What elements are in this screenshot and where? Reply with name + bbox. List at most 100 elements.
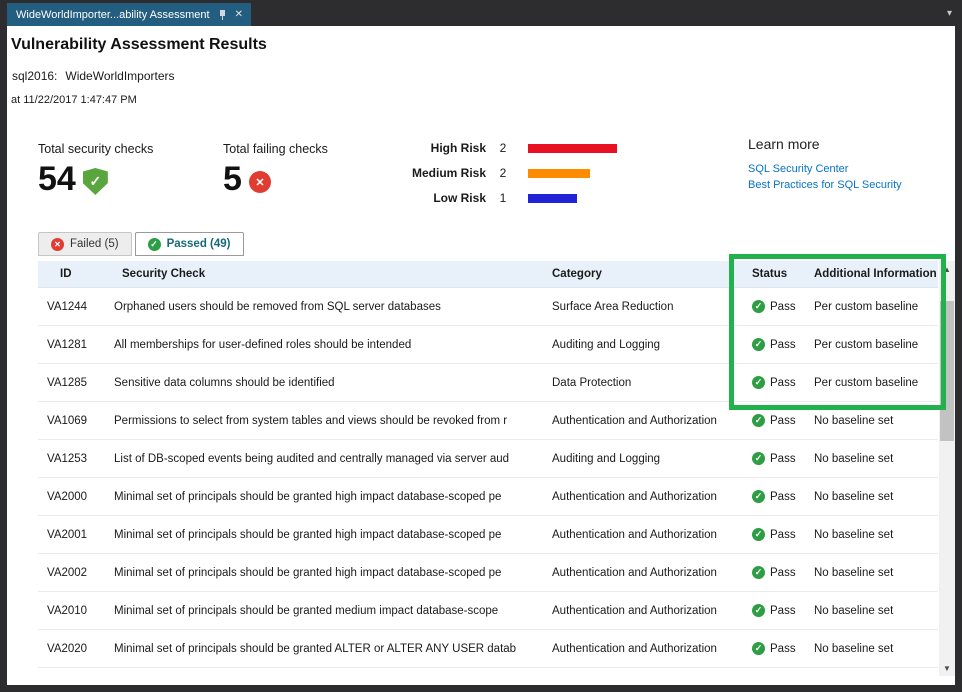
- high-risk-bar: [528, 143, 617, 153]
- medium-risk-bar: [528, 168, 590, 178]
- low-risk-bar: [528, 193, 577, 203]
- table-row[interactable]: VA1244 Orphaned users should be removed …: [38, 288, 938, 326]
- pass-check-circle-icon: [752, 528, 765, 541]
- row-security-check: Minimal set of principals should be gran…: [114, 642, 517, 655]
- row-status: Pass: [744, 528, 806, 541]
- row-category: Authentication and Authorization: [552, 642, 717, 655]
- table-row[interactable]: VA2010 Minimal set of principals should …: [38, 592, 938, 630]
- row-category: Surface Area Reduction: [552, 300, 674, 313]
- table-header-row: ID Security Check Category Status Additi…: [38, 261, 938, 288]
- server-line: sql2016: WideWorldImporters: [12, 69, 175, 83]
- row-status-text: Pass: [770, 376, 796, 389]
- row-status-text: Pass: [770, 566, 796, 579]
- scrollbar-thumb[interactable]: [940, 301, 954, 441]
- row-security-check: Orphaned users should be removed from SQ…: [114, 300, 441, 313]
- row-id: VA1285: [47, 376, 88, 389]
- row-id: VA1244: [47, 300, 88, 313]
- learn-more-section: Learn more SQL Security Center Best Prac…: [748, 136, 902, 191]
- column-header-additional-information: Additional Information: [814, 268, 937, 280]
- column-header-security-check: Security Check: [122, 268, 206, 280]
- row-status: Pass: [744, 566, 806, 579]
- best-practices-link[interactable]: Best Practices for SQL Security: [748, 179, 902, 191]
- shield-check-icon: [82, 168, 108, 195]
- row-status: Pass: [744, 642, 806, 655]
- page-title: Vulnerability Assessment Results: [11, 36, 267, 53]
- medium-risk-count: 2: [499, 166, 507, 180]
- column-header-status: Status: [752, 268, 788, 280]
- high-risk-label: High Risk: [430, 141, 486, 155]
- tab-failed[interactable]: Failed (5): [38, 232, 132, 256]
- row-status: Pass: [744, 338, 806, 351]
- total-failing-checks-label: Total failing checks: [223, 142, 328, 156]
- row-additional-info: Per custom baseline: [814, 376, 919, 389]
- row-category: Auditing and Logging: [552, 338, 661, 351]
- row-security-check: Sensitive data columns should be identif…: [114, 376, 335, 389]
- row-id: VA2000: [47, 490, 88, 503]
- row-additional-info: No baseline set: [814, 642, 894, 655]
- row-status-text: Pass: [770, 490, 796, 503]
- row-category: Authentication and Authorization: [552, 414, 717, 427]
- row-id: VA2002: [47, 566, 88, 579]
- table-row[interactable]: VA1069 Permissions to select from system…: [38, 402, 938, 440]
- table-row[interactable]: VA2020 Minimal set of principals should …: [38, 630, 938, 668]
- pass-check-circle-icon: [752, 338, 765, 351]
- scan-timestamp: at 11/22/2017 1:47:47 PM: [11, 94, 137, 106]
- tab-passed-label: Passed (49): [166, 238, 231, 250]
- pin-icon[interactable]: [218, 9, 227, 21]
- row-id: VA2001: [47, 528, 88, 541]
- high-risk-row: High Risk 2: [402, 140, 617, 156]
- row-status-text: Pass: [770, 452, 796, 465]
- table-row[interactable]: VA2000 Minimal set of principals should …: [38, 478, 938, 516]
- passed-check-circle-icon: [147, 237, 161, 251]
- total-security-checks-metric: Total security checks 54: [38, 142, 153, 199]
- learn-more-title: Learn more: [748, 136, 820, 152]
- row-category: Auditing and Logging: [552, 452, 661, 465]
- total-security-checks-value: 54: [38, 160, 76, 198]
- medium-risk-row: Medium Risk 2: [402, 165, 617, 181]
- pass-check-circle-icon: [752, 452, 765, 465]
- row-additional-info: No baseline set: [814, 452, 894, 465]
- document-tab[interactable]: WideWorldImporter...ability Assessment: [7, 3, 251, 26]
- pass-check-circle-icon: [752, 642, 765, 655]
- tab-passed[interactable]: Passed (49): [134, 232, 244, 256]
- close-icon[interactable]: [235, 9, 243, 20]
- row-status-text: Pass: [770, 338, 796, 351]
- table-row[interactable]: VA2001 Minimal set of principals should …: [38, 516, 938, 554]
- table-row[interactable]: VA2002 Minimal set of principals should …: [38, 554, 938, 592]
- tab-failed-label: Failed (5): [70, 238, 119, 250]
- row-status-text: Pass: [770, 604, 796, 617]
- high-risk-count: 2: [499, 141, 507, 155]
- row-status: Pass: [744, 376, 806, 389]
- table-row[interactable]: VA1281 All memberships for user-defined …: [38, 326, 938, 364]
- row-additional-info: No baseline set: [814, 528, 894, 541]
- server-name: sql2016:: [12, 69, 58, 83]
- table-row[interactable]: VA1253 List of DB-scoped events being au…: [38, 440, 938, 478]
- row-status: Pass: [744, 300, 806, 313]
- scroll-down-icon[interactable]: [939, 660, 955, 676]
- x-circle-icon: [248, 171, 271, 193]
- row-category: Authentication and Authorization: [552, 604, 717, 617]
- document-tab-title: WideWorldImporter...ability Assessment: [16, 8, 210, 21]
- table-body: VA1244 Orphaned users should be removed …: [38, 288, 938, 668]
- column-header-category: Category: [552, 268, 602, 280]
- row-additional-info: No baseline set: [814, 566, 894, 579]
- row-id: VA2010: [47, 604, 88, 617]
- pass-check-circle-icon: [752, 604, 765, 617]
- pass-check-circle-icon: [752, 414, 765, 427]
- table-row[interactable]: VA1285 Sensitive data columns should be …: [38, 364, 938, 402]
- row-status-text: Pass: [770, 642, 796, 655]
- sql-security-center-link[interactable]: SQL Security Center: [748, 163, 849, 175]
- row-status-text: Pass: [770, 300, 796, 313]
- row-id: VA1253: [47, 452, 88, 465]
- pass-check-circle-icon: [752, 566, 765, 579]
- caret-down-icon[interactable]: [947, 8, 952, 19]
- row-status: Pass: [744, 604, 806, 617]
- vertical-scrollbar[interactable]: [939, 261, 955, 676]
- row-category: Authentication and Authorization: [552, 566, 717, 579]
- row-security-check: Minimal set of principals should be gran…: [114, 604, 499, 617]
- row-id: VA1069: [47, 414, 88, 427]
- row-status-text: Pass: [770, 528, 796, 541]
- scroll-up-icon[interactable]: [939, 261, 955, 277]
- row-status-text: Pass: [770, 414, 796, 427]
- row-category: Data Protection: [552, 376, 632, 389]
